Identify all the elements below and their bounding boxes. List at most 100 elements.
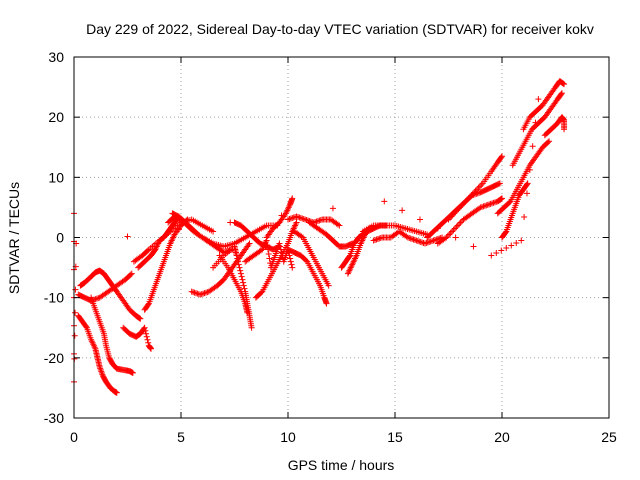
data-point bbox=[127, 271, 134, 278]
data-point bbox=[441, 235, 448, 242]
chart-title: Day 229 of 2022, Sidereal Day-to-day VTE… bbox=[86, 21, 594, 37]
x-axis-ticks: 0 5 10 15 20 25 bbox=[70, 57, 617, 445]
data-point bbox=[296, 214, 303, 221]
data-point bbox=[477, 204, 484, 211]
y-tick-label: -30 bbox=[44, 410, 64, 426]
data-point bbox=[497, 196, 504, 203]
data-point bbox=[313, 218, 320, 225]
data-point bbox=[491, 199, 498, 206]
data-point bbox=[314, 217, 321, 224]
data-point bbox=[236, 264, 243, 271]
data-point bbox=[532, 119, 539, 126]
data-point bbox=[431, 237, 438, 244]
data-point bbox=[413, 237, 420, 244]
data-point bbox=[278, 212, 285, 219]
data-point bbox=[546, 138, 553, 145]
data-point bbox=[93, 295, 100, 302]
data-point bbox=[480, 203, 487, 210]
data-point bbox=[521, 213, 528, 220]
data-point bbox=[506, 199, 513, 206]
data-point bbox=[374, 236, 381, 243]
data-point bbox=[483, 202, 490, 209]
data-point bbox=[433, 236, 440, 243]
data-point bbox=[545, 139, 552, 146]
data-point bbox=[558, 90, 565, 97]
data-point bbox=[142, 327, 149, 334]
data-point bbox=[488, 252, 495, 259]
data-point bbox=[496, 180, 503, 187]
y-axis-label: SDTVAR / TECUs bbox=[6, 182, 22, 294]
data-point bbox=[409, 236, 416, 243]
data-point bbox=[201, 290, 208, 297]
data-point bbox=[246, 240, 253, 247]
data-point bbox=[297, 214, 304, 221]
data-point bbox=[237, 267, 244, 274]
data-point bbox=[227, 219, 234, 226]
data-point bbox=[336, 222, 343, 229]
data-point bbox=[452, 234, 459, 241]
data-point bbox=[334, 221, 341, 228]
data-point bbox=[416, 216, 423, 223]
data-point bbox=[484, 201, 491, 208]
x-tick-label: 10 bbox=[280, 429, 296, 445]
data-point bbox=[427, 238, 434, 245]
data-point bbox=[143, 333, 150, 340]
data-point bbox=[486, 201, 493, 208]
data-point bbox=[561, 81, 568, 88]
data-point bbox=[317, 216, 324, 223]
data-point bbox=[526, 166, 533, 173]
data-point bbox=[144, 336, 151, 343]
data-point bbox=[329, 205, 336, 212]
data-point bbox=[289, 214, 296, 221]
data-point bbox=[303, 216, 310, 223]
x-axis-label: GPS time / hours bbox=[288, 457, 395, 473]
data-point bbox=[419, 239, 426, 246]
data-point bbox=[407, 235, 414, 242]
data-point bbox=[288, 261, 295, 268]
data-point bbox=[286, 215, 293, 222]
x-tick-label: 25 bbox=[601, 429, 617, 445]
x-tick-label: 5 bbox=[177, 429, 185, 445]
data-point bbox=[508, 242, 515, 249]
data-point bbox=[175, 226, 182, 233]
data-point bbox=[450, 226, 457, 233]
data-point bbox=[237, 270, 244, 277]
data-point bbox=[188, 288, 195, 295]
data-point bbox=[434, 225, 441, 232]
data-point bbox=[235, 258, 242, 265]
data-point bbox=[234, 255, 241, 262]
data-point bbox=[136, 315, 143, 322]
data-point bbox=[377, 235, 384, 242]
data-point bbox=[200, 290, 207, 297]
data-point bbox=[499, 195, 505, 202]
data-point bbox=[535, 96, 542, 103]
data-point bbox=[151, 247, 158, 254]
x-tick-label: 20 bbox=[494, 429, 510, 445]
data-point bbox=[285, 216, 291, 223]
data-point bbox=[129, 369, 136, 376]
data-point bbox=[238, 273, 245, 280]
data-point bbox=[489, 200, 496, 207]
data-point bbox=[290, 214, 297, 221]
y-axis-ticks: -30 -20 -10 0 10 20 30 bbox=[44, 49, 609, 426]
data-point bbox=[456, 220, 463, 227]
data-point bbox=[294, 213, 301, 220]
data-point bbox=[381, 198, 388, 205]
data-point bbox=[373, 236, 380, 243]
x-tick-label: 15 bbox=[387, 429, 403, 445]
data-point bbox=[560, 80, 567, 87]
data-point bbox=[487, 200, 494, 207]
data-point bbox=[241, 285, 248, 292]
data-point bbox=[470, 243, 477, 250]
data-point bbox=[192, 290, 199, 297]
data-point bbox=[143, 330, 150, 337]
data-point bbox=[145, 339, 152, 346]
data-point bbox=[523, 190, 530, 197]
data-point bbox=[298, 233, 305, 240]
data-point bbox=[417, 239, 424, 246]
data-point bbox=[113, 389, 120, 396]
data-point bbox=[524, 180, 531, 187]
data-point bbox=[202, 289, 209, 296]
data-point bbox=[302, 216, 309, 223]
data-point bbox=[83, 323, 90, 330]
